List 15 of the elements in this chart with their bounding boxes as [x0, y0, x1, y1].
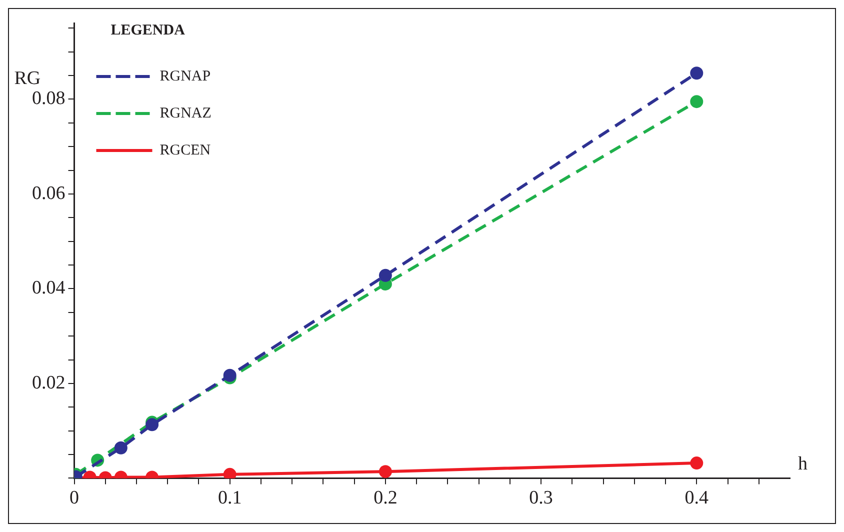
y-tick-label: 0.08 [32, 88, 66, 110]
x-axis-title: h [798, 454, 808, 475]
x-tick-label: 0.2 [374, 488, 398, 509]
y-tick-label: 0.06 [32, 182, 66, 204]
y-axis-title: RG [14, 68, 41, 89]
y-tick-label: 0.02 [32, 372, 66, 394]
legend-label: RGCEN [160, 142, 211, 158]
x-tick-label: 0 [70, 488, 79, 509]
legend-title: LEGENDA [110, 22, 186, 38]
legend-label: RGNAP [160, 68, 211, 84]
x-tick-label: 0.3 [529, 488, 553, 509]
x-tick-label: 0.4 [684, 488, 710, 509]
legend-label: RGNAZ [160, 105, 212, 122]
y-tick-label: 0.04 [32, 278, 66, 299]
x-tick-label: 0.1 [218, 488, 242, 509]
